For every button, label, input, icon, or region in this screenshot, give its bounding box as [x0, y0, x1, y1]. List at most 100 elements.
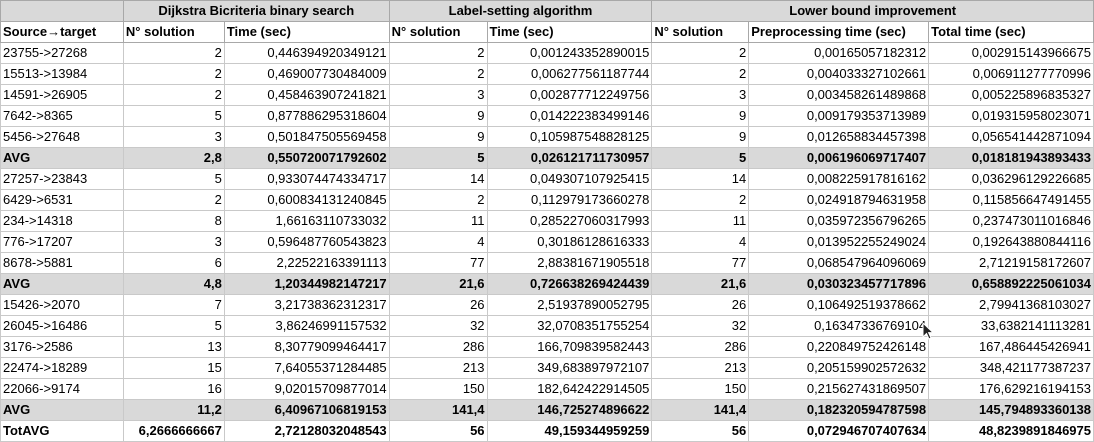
- value-cell[interactable]: 1,20344982147217: [223, 273, 390, 295]
- value-cell[interactable]: 2,22522163391113: [223, 252, 390, 274]
- value-cell[interactable]: 7,64055371284485: [223, 357, 390, 379]
- value-cell[interactable]: 6,40967106819153: [223, 399, 390, 421]
- value-cell[interactable]: 9: [388, 126, 488, 148]
- column-header-cell[interactable]: Time (sec): [223, 21, 390, 43]
- value-cell[interactable]: 0,285227060317993: [486, 210, 653, 232]
- value-cell[interactable]: 0,933074474334717: [223, 168, 390, 190]
- value-cell[interactable]: 0,035972356796265: [748, 210, 930, 232]
- value-cell[interactable]: 5: [122, 315, 225, 337]
- value-cell[interactable]: 5: [651, 147, 750, 169]
- value-cell[interactable]: 150: [388, 378, 488, 400]
- value-cell[interactable]: 141,4: [388, 399, 488, 421]
- value-cell[interactable]: 0,006196069717407: [748, 147, 930, 169]
- value-cell[interactable]: 9: [388, 105, 488, 127]
- column-header-cell[interactable]: Total time (sec): [928, 21, 1094, 43]
- value-cell[interactable]: 0,013952255249024: [748, 231, 930, 253]
- row-label-cell[interactable]: 8678->5881: [0, 252, 124, 274]
- column-header-cell[interactable]: N° solution: [651, 21, 750, 43]
- value-cell[interactable]: 0,16347336769104: [748, 315, 930, 337]
- value-cell[interactable]: 0,192643880844116: [928, 231, 1094, 253]
- value-cell[interactable]: 2,51937890052795: [486, 294, 653, 316]
- value-cell[interactable]: 8,30779099464417: [223, 336, 390, 358]
- value-cell[interactable]: 0,205159902572632: [748, 357, 930, 379]
- value-cell[interactable]: 0,105987548828125: [486, 126, 653, 148]
- value-cell[interactable]: 0,30186128616333: [486, 231, 653, 253]
- value-cell[interactable]: 286: [651, 336, 750, 358]
- value-cell[interactable]: 0,002877712249756: [486, 84, 653, 106]
- value-cell[interactable]: 0,112979173660278: [486, 189, 653, 211]
- value-cell[interactable]: 2: [122, 189, 225, 211]
- value-cell[interactable]: 7: [122, 294, 225, 316]
- value-cell[interactable]: 14: [388, 168, 488, 190]
- value-cell[interactable]: 0,068547964096069: [748, 252, 930, 274]
- value-cell[interactable]: 3: [122, 231, 225, 253]
- row-label-cell[interactable]: TotAVG: [0, 420, 124, 442]
- column-header-cell[interactable]: Source→target: [0, 21, 124, 43]
- value-cell[interactable]: 3,21738362312317: [223, 294, 390, 316]
- value-cell[interactable]: 0,106492519378662: [748, 294, 930, 316]
- value-cell[interactable]: 0,012658834457398: [748, 126, 930, 148]
- value-cell[interactable]: 286: [388, 336, 488, 358]
- value-cell[interactable]: 13: [122, 336, 225, 358]
- value-cell[interactable]: 0,036296129226685: [928, 168, 1094, 190]
- value-cell[interactable]: 349,683897972107: [486, 357, 653, 379]
- value-cell[interactable]: 0,009179353713989: [748, 105, 930, 127]
- value-cell[interactable]: 3: [651, 84, 750, 106]
- value-cell[interactable]: 0,001243352890015: [486, 42, 653, 64]
- row-label-cell[interactable]: 27257->23843: [0, 168, 124, 190]
- row-label-cell[interactable]: 23755->27268: [0, 42, 124, 64]
- value-cell[interactable]: 0,215627431869507: [748, 378, 930, 400]
- value-cell[interactable]: 0,072946707407634: [748, 420, 930, 442]
- row-label-cell[interactable]: AVG: [0, 273, 124, 295]
- row-label-cell[interactable]: AVG: [0, 399, 124, 421]
- value-cell[interactable]: 0,005225896835327: [928, 84, 1094, 106]
- value-cell[interactable]: 21,6: [651, 273, 750, 295]
- value-cell[interactable]: 2: [388, 189, 488, 211]
- value-cell[interactable]: 32: [388, 315, 488, 337]
- value-cell[interactable]: 0,006277561187744: [486, 63, 653, 85]
- value-cell[interactable]: 8: [122, 210, 225, 232]
- value-cell[interactable]: 5: [122, 168, 225, 190]
- value-cell[interactable]: 0,00165057182312: [748, 42, 930, 64]
- value-cell[interactable]: 0,220849752426148: [748, 336, 930, 358]
- column-header-cell[interactable]: Preprocessing time (sec): [748, 21, 930, 43]
- value-cell[interactable]: 150: [651, 378, 750, 400]
- row-label-cell[interactable]: 15513->13984: [0, 63, 124, 85]
- column-header-cell[interactable]: N° solution: [388, 21, 488, 43]
- value-cell[interactable]: 11,2: [122, 399, 225, 421]
- row-label-cell[interactable]: 6429->6531: [0, 189, 124, 211]
- value-cell[interactable]: 182,642422914505: [486, 378, 653, 400]
- value-cell[interactable]: 6,2666666667: [122, 420, 225, 442]
- value-cell[interactable]: 213: [651, 357, 750, 379]
- value-cell[interactable]: 2: [122, 63, 225, 85]
- value-cell[interactable]: 0,469007730484009: [223, 63, 390, 85]
- value-cell[interactable]: 0,024918794631958: [748, 189, 930, 211]
- row-label-cell[interactable]: 26045->16486: [0, 315, 124, 337]
- row-label-cell[interactable]: 14591->26905: [0, 84, 124, 106]
- value-cell[interactable]: 0,115856647491455: [928, 189, 1094, 211]
- value-cell[interactable]: 2: [122, 42, 225, 64]
- value-cell[interactable]: 0,014222383499146: [486, 105, 653, 127]
- value-cell[interactable]: 0,458463907241821: [223, 84, 390, 106]
- value-cell[interactable]: 167,486445426941: [928, 336, 1094, 358]
- value-cell[interactable]: 48,8239891846975: [928, 420, 1094, 442]
- value-cell[interactable]: 146,725274896622: [486, 399, 653, 421]
- value-cell[interactable]: 5: [388, 147, 488, 169]
- value-cell[interactable]: 0,237473011016846: [928, 210, 1094, 232]
- value-cell[interactable]: 2: [651, 189, 750, 211]
- value-cell[interactable]: 0,600834131240845: [223, 189, 390, 211]
- value-cell[interactable]: 4,8: [122, 273, 225, 295]
- value-cell[interactable]: 348,421177387237: [928, 357, 1094, 379]
- value-cell[interactable]: 2: [122, 84, 225, 106]
- value-cell[interactable]: 1,66163110733032: [223, 210, 390, 232]
- value-cell[interactable]: 56: [388, 420, 488, 442]
- value-cell[interactable]: 9: [651, 126, 750, 148]
- value-cell[interactable]: 6: [122, 252, 225, 274]
- value-cell[interactable]: 26: [651, 294, 750, 316]
- row-label-cell[interactable]: AVG: [0, 147, 124, 169]
- value-cell[interactable]: 11: [651, 210, 750, 232]
- row-label-cell[interactable]: 3176->2586: [0, 336, 124, 358]
- value-cell[interactable]: 0,501847505569458: [223, 126, 390, 148]
- row-label-cell[interactable]: 234->14318: [0, 210, 124, 232]
- value-cell[interactable]: 145,794893360138: [928, 399, 1094, 421]
